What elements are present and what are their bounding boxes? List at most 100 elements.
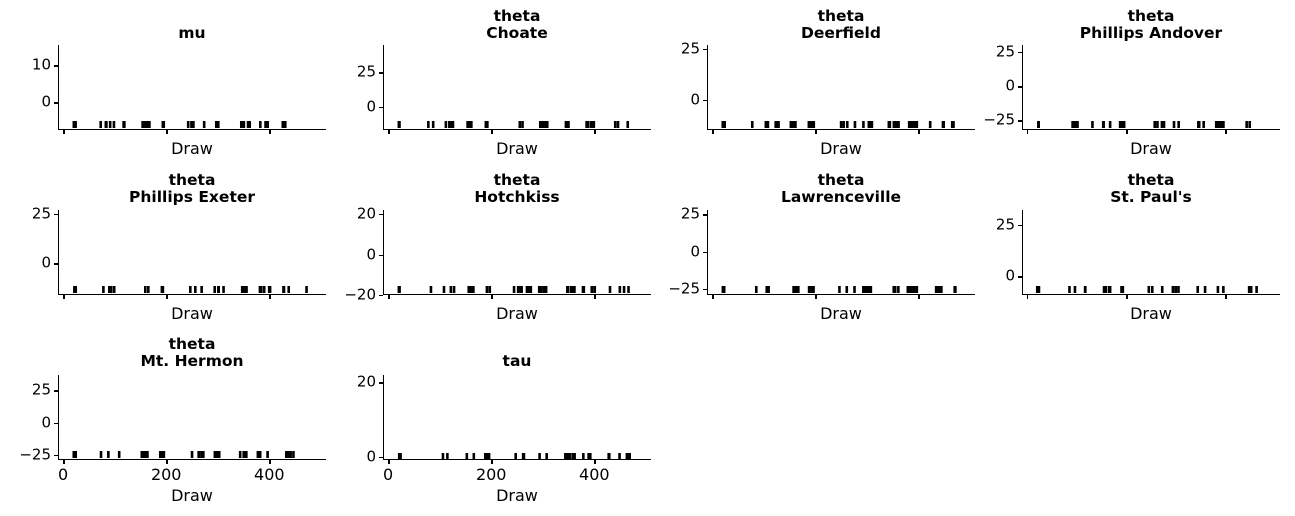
divergence-rug-mark	[238, 451, 242, 458]
divergence-rug-mark	[587, 453, 590, 460]
divergence-rug-mark	[107, 451, 110, 458]
y-tick-label: 0	[1005, 266, 1015, 285]
divergence-rug-mark	[571, 453, 575, 460]
divergence-rug-mark	[214, 121, 218, 128]
divergence-rug-mark	[465, 453, 469, 460]
divergence-rug-mark	[863, 286, 867, 293]
x-tick	[918, 130, 920, 134]
x-axis-spine	[58, 293, 326, 295]
y-tick-label: 25	[31, 380, 51, 399]
y-tick	[379, 72, 383, 74]
divergence-rug-mark	[896, 121, 900, 128]
divergence-rug-mark	[1156, 121, 1159, 128]
divergence-rug-mark	[567, 121, 570, 128]
divergence-rug-mark	[1197, 121, 1200, 128]
divergence-rug-mark	[582, 453, 585, 460]
divergence-rug-mark	[142, 451, 145, 458]
divergence-rug-mark	[470, 121, 473, 128]
y-tick-label: −20	[344, 285, 376, 304]
divergence-rug-mark	[939, 286, 943, 293]
x-tick	[1225, 295, 1227, 299]
divergence-rug-mark	[1177, 286, 1180, 293]
x-axis-label-theta_st_pauls: Draw	[1130, 304, 1172, 323]
divergence-rug-mark	[242, 121, 246, 128]
divergence-rug-mark	[1153, 121, 1157, 128]
divergence-rug-mark	[838, 286, 841, 293]
divergence-rug-mark	[141, 121, 144, 128]
divergence-rug-mark	[444, 121, 448, 128]
y-tick-label: 25	[356, 62, 376, 81]
y-tick	[703, 289, 707, 291]
divergence-rug-mark	[853, 121, 857, 128]
divergence-rug-mark	[449, 286, 453, 293]
divergence-rug-mark	[622, 286, 626, 293]
x-axis-spine	[707, 128, 975, 130]
divergence-rug-mark	[516, 286, 520, 293]
x-tick	[594, 130, 596, 134]
y-tick-label: 10	[31, 55, 51, 74]
divergence-rug-mark	[607, 453, 611, 460]
panel-theta_hotchkiss: theta Hotchkiss −20 0 20 Draw	[325, 172, 651, 329]
x-tick	[1026, 295, 1029, 299]
divergence-rug-mark	[811, 286, 815, 293]
y-tick	[54, 454, 58, 457]
x-axis-spine	[383, 128, 651, 130]
divergence-rug-mark	[190, 451, 194, 458]
divergence-rug-mark	[616, 121, 620, 128]
x-axis-label-theta_hotchkiss: Draw	[496, 304, 538, 323]
divergence-rug-mark	[908, 286, 911, 293]
divergence-rug-mark	[147, 286, 150, 293]
divergence-rug-mark	[466, 121, 469, 128]
divergence-rug-mark	[512, 286, 516, 293]
divergence-rug-mark	[162, 451, 166, 458]
divergence-rug-mark	[590, 286, 594, 293]
divergence-rug-mark	[213, 286, 217, 293]
axes-tau: 0 20 0 200 400	[357, 374, 651, 483]
panel-tau: tau 0 20 0 200 400 Draw	[325, 336, 651, 511]
x-axis-label-theta_mt_hermon: Draw	[171, 486, 213, 505]
divergence-rug-mark	[259, 121, 262, 128]
divergence-rug-mark	[862, 121, 865, 128]
x-tick	[815, 130, 817, 134]
divergence-rug-mark	[1147, 286, 1151, 293]
divergence-rug-mark	[1248, 121, 1252, 128]
y-tick-label: 0	[41, 92, 51, 111]
x-tick	[269, 295, 271, 299]
divergence-rug-mark	[915, 286, 919, 293]
y-tick	[379, 457, 383, 459]
divergence-rug-mark	[1160, 286, 1164, 293]
divergence-rug-mark	[722, 286, 726, 293]
divergence-rug-mark	[722, 121, 726, 128]
divergence-rug-mark	[1101, 121, 1105, 128]
divergence-rug-mark	[1171, 286, 1175, 293]
panel-theta_phillips_exeter: theta Phillips Exeter 0 25 Draw	[0, 172, 326, 329]
divergence-rug-mark	[839, 121, 843, 128]
divergence-rug-mark	[794, 121, 797, 128]
divergence-rug-mark	[73, 286, 76, 293]
divergence-rug-mark	[1216, 286, 1220, 293]
divergence-rug-mark	[1162, 121, 1166, 128]
divergence-rug-mark	[754, 286, 758, 293]
divergence-rug-mark	[1150, 286, 1154, 293]
divergence-rug-mark	[190, 121, 193, 128]
divergence-rug-mark	[538, 453, 541, 460]
divergence-rug-mark	[897, 286, 900, 293]
divergence-rug-mark	[797, 286, 800, 293]
x-axis-label-mu: Draw	[171, 139, 213, 158]
axes-theta_choate: 0 25	[357, 45, 651, 134]
divergence-rug-mark	[292, 451, 295, 458]
divergence-rug-mark	[869, 286, 873, 293]
x-tick	[269, 130, 271, 134]
divergence-rug-mark	[888, 121, 892, 128]
x-tick	[712, 295, 714, 299]
divergence-rug-mark	[906, 286, 910, 293]
divergence-rug-mark	[488, 286, 492, 293]
x-tick	[1126, 295, 1128, 299]
divergence-rug-mark	[448, 121, 451, 128]
y-tick-label: 20	[356, 372, 376, 391]
divergence-rug-mark	[144, 121, 148, 128]
divergence-rug-mark	[625, 453, 629, 460]
panel-theta_deerfield: theta Deerfield 0 25 Draw	[649, 8, 975, 164]
divergence-rug-mark	[143, 451, 147, 458]
divergence-rug-mark	[867, 121, 871, 128]
